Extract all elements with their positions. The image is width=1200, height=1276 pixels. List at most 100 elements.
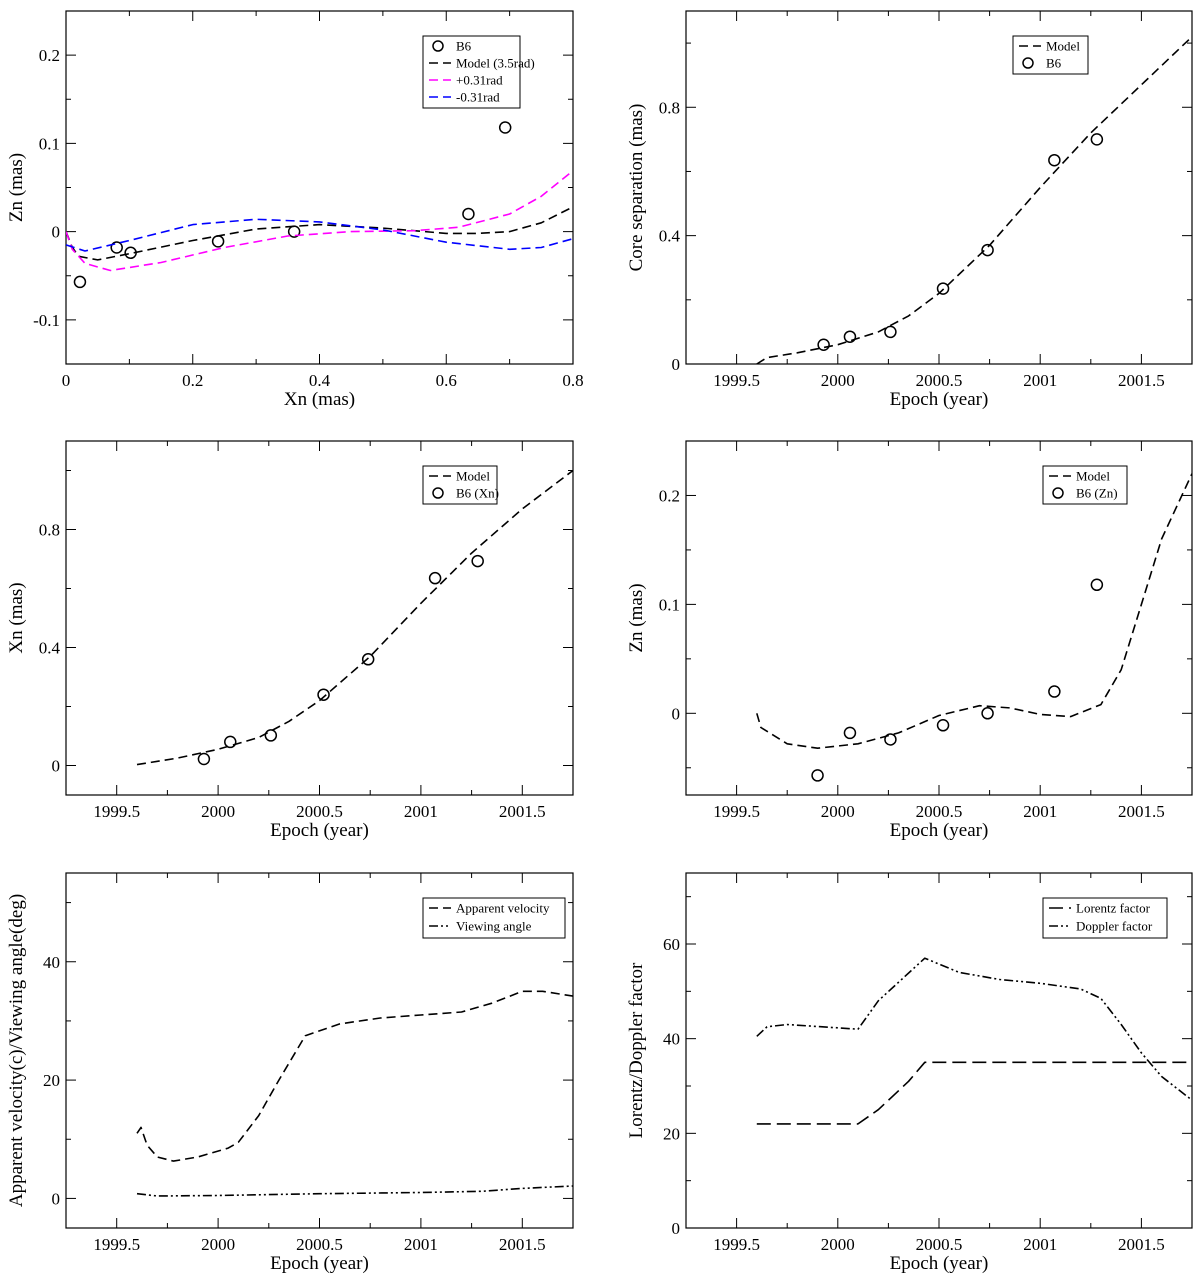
data-point [936,282,950,295]
y-axis-label: Lorentz/Doppler factor [626,962,647,1138]
plot-frame [685,10,1193,365]
legend: Model B6 (Zn) [1042,465,1128,505]
y-tick-label: -0.1 [33,311,60,330]
x-tick-label: 0.6 [436,371,457,390]
x-axis-label: Epoch (year) [890,389,989,410]
x-axis-label: Xn (mas) [284,389,355,410]
data-point [110,241,123,254]
x-axis-label: Epoch (year) [890,820,989,841]
data-point [462,207,475,221]
data-layer [756,957,1192,1125]
y-tick-label: 0.2 [659,486,680,505]
data-point [428,571,442,585]
panel-velocity-angle: 1999.5 2000 2000.5 2001 2001.5 0 20 40 Epoch (ye… [6,872,574,1274]
panel-lorentz-doppler: 1999.5 2000 2000.5 2001 2001.5 0 20 40 60 Epoch (… [626,872,1193,1274]
y-tick-label: 0 [52,757,61,776]
data-point [981,707,994,720]
plot-frame [685,440,1193,796]
x-tick-label: 2001 [1023,371,1057,390]
legend-label: +0.31rad [456,73,503,88]
data-point [811,769,824,782]
x-tick-label: 2000.5 [916,802,963,821]
legend-marker [1022,57,1034,69]
data-point [317,688,330,701]
x-tick-label: 2001.5 [499,802,546,821]
legend-marker [432,487,444,499]
y-tick-label: 0.4 [659,227,681,246]
y-tick-label: 0.1 [659,595,680,614]
y-tick-label: 0.4 [39,639,61,658]
plot-frame [65,872,574,1229]
legend-marker [1052,487,1064,499]
data-point [1048,153,1061,167]
legend-label: Model [1076,469,1110,484]
series-line [66,206,573,261]
y-axis-label: Zn (mas) [626,583,647,652]
y-tick-label: 0 [672,704,681,723]
data-layer [136,990,573,1197]
panel-core-separation: 1999.5 2000 2000.5 2001 2001.5 0 0.4 0.8 Epoch (… [626,10,1193,410]
panel-xn-vs-epoch: 1999.5 2000 2000.5 2001 2001.5 0 0.4 0.8 Epoch (… [6,440,574,841]
y-tick-label: 20 [663,1124,680,1143]
series-line [136,1185,573,1197]
legend-label: B6 [1046,56,1062,71]
series-line [756,957,1192,1101]
y-axis-label: Zn (mas) [6,153,27,222]
series-line [136,990,573,1162]
y-tick-label: 0 [52,1189,61,1208]
data-point [471,554,484,568]
legend-label: Viewing angle [456,919,532,934]
x-tick-label: 2001.5 [1118,371,1165,390]
data-point [843,330,857,343]
legend: Apparent velocity Viewing angle [422,897,566,939]
x-tick-label: 2001 [1023,802,1057,821]
x-tick-label: 2001.5 [1118,802,1165,821]
y-tick-label: 0.8 [659,98,680,117]
data-point [1048,685,1061,698]
y-axis-label: Apparent velocity(c)/Viewing angle(deg) [6,894,27,1207]
y-tick-label: 20 [43,1071,60,1090]
y-tick-label: 0 [52,223,61,242]
data-layer [66,121,573,289]
data-point [843,726,857,740]
x-tick-label: 1999.5 [93,1235,140,1254]
x-tick-label: 0 [62,371,71,390]
data-point [1090,133,1104,146]
y-tick-label: 0 [672,1219,681,1238]
legend-label: -0.31rad [456,90,500,105]
x-tick-label: 2000 [821,802,855,821]
x-tick-label: 0.4 [309,371,331,390]
y-tick-label: 0.1 [39,134,60,153]
panel-zn-vs-xn: 0 0.2 0.4 0.6 0.8 -0.1 0 0.1 0.2 Xn (mas) Zn (mas)… [6,10,584,410]
series-line [66,218,573,252]
x-tick-label: 2000.5 [296,802,343,821]
data-point [981,243,994,257]
data-point [197,752,211,766]
x-axis-label: Epoch (year) [890,1253,989,1274]
plot-frame [65,10,574,365]
x-tick-label: 2000.5 [916,371,963,390]
y-tick-label: 0 [672,355,681,374]
x-axis-label: Epoch (year) [270,1253,369,1274]
legend-marker [432,40,444,52]
legend-label: B6 (Zn) [1076,486,1118,501]
legend-box [422,35,521,109]
legend-label: Lorentz factor [1076,901,1151,916]
data-point [936,719,950,732]
data-point [884,325,897,339]
panel-zn-vs-epoch: 1999.5 2000 2000.5 2001 2001.5 0 0.1 0.2 Epoch (… [626,440,1193,841]
data-point [264,729,278,742]
series-line [66,170,573,272]
plot-frame [685,872,1193,1229]
x-tick-label: 0.8 [562,371,583,390]
series-line [136,469,573,766]
x-tick-label: 2000.5 [916,1235,963,1254]
x-tick-label: 1999.5 [713,802,760,821]
x-tick-label: 2001 [404,1235,438,1254]
legend-label: Model (3.5rad) [456,56,535,71]
y-tick-label: 60 [663,935,680,954]
data-point [73,275,87,289]
legend-label: Model [456,469,490,484]
x-tick-label: 2001 [404,802,438,821]
